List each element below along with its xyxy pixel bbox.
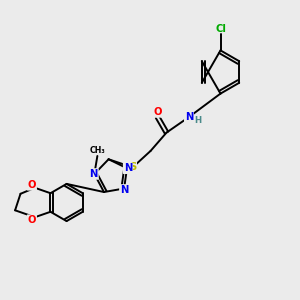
Text: N: N — [124, 163, 132, 173]
Text: H: H — [194, 116, 201, 125]
Text: N: N — [185, 112, 193, 122]
Text: O: O — [28, 180, 36, 190]
Text: N: N — [90, 169, 98, 179]
Text: Cl: Cl — [215, 23, 226, 34]
Text: N: N — [120, 185, 128, 195]
Text: CH₃: CH₃ — [90, 146, 106, 155]
Text: O: O — [28, 215, 36, 225]
Text: O: O — [153, 107, 162, 117]
Text: S: S — [129, 162, 136, 172]
